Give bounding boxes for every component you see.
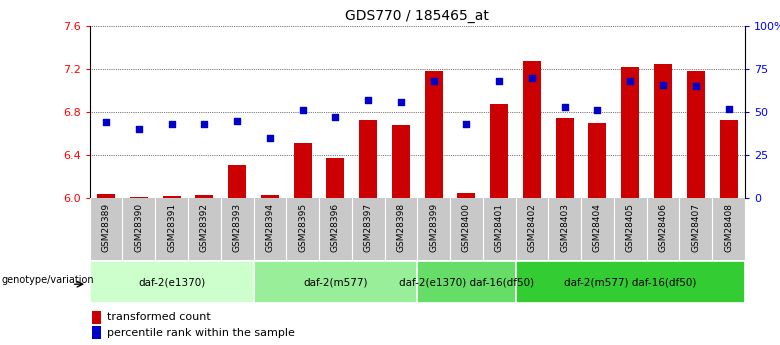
Bar bbox=[162, 196, 181, 198]
Text: GSM28389: GSM28389 bbox=[101, 203, 111, 253]
Bar bbox=[195, 195, 214, 198]
Point bbox=[460, 121, 473, 127]
Point bbox=[722, 106, 735, 111]
Point bbox=[100, 120, 112, 125]
Text: percentile rank within the sample: percentile rank within the sample bbox=[108, 328, 295, 337]
Point bbox=[427, 78, 440, 84]
Point bbox=[133, 127, 145, 132]
Text: GSM28397: GSM28397 bbox=[363, 203, 373, 253]
Bar bbox=[654, 63, 672, 198]
Point bbox=[198, 121, 211, 127]
Text: GSM28395: GSM28395 bbox=[298, 203, 307, 253]
Point bbox=[657, 82, 669, 87]
Bar bbox=[129, 197, 148, 198]
Text: GSM28396: GSM28396 bbox=[331, 203, 340, 253]
Point bbox=[231, 118, 243, 124]
Point bbox=[591, 108, 604, 113]
Point bbox=[395, 99, 407, 105]
Point bbox=[690, 83, 702, 89]
Bar bbox=[228, 165, 246, 198]
Text: daf-2(e1370): daf-2(e1370) bbox=[138, 277, 205, 287]
Bar bbox=[359, 120, 378, 198]
Point bbox=[526, 75, 538, 80]
Text: GSM28390: GSM28390 bbox=[134, 203, 144, 253]
Bar bbox=[457, 193, 476, 198]
Point bbox=[264, 135, 276, 141]
Text: GSM28399: GSM28399 bbox=[429, 203, 438, 253]
Text: GSM28400: GSM28400 bbox=[462, 203, 471, 252]
Bar bbox=[424, 71, 443, 198]
Bar bbox=[621, 67, 640, 198]
Bar bbox=[516, 262, 745, 303]
Point bbox=[362, 97, 374, 103]
Text: GSM28408: GSM28408 bbox=[724, 203, 733, 252]
Bar bbox=[97, 194, 115, 198]
Text: GSM28402: GSM28402 bbox=[527, 203, 537, 252]
Text: daf-2(e1370) daf-16(df50): daf-2(e1370) daf-16(df50) bbox=[399, 277, 534, 287]
Bar bbox=[92, 326, 101, 339]
Text: transformed count: transformed count bbox=[108, 313, 211, 322]
Point bbox=[558, 104, 571, 110]
Bar bbox=[686, 71, 705, 198]
Bar bbox=[719, 120, 738, 198]
Text: GSM28391: GSM28391 bbox=[167, 203, 176, 253]
Text: GSM28394: GSM28394 bbox=[265, 203, 275, 252]
Point bbox=[296, 108, 309, 113]
Text: GSM28406: GSM28406 bbox=[658, 203, 668, 252]
Text: GSM28392: GSM28392 bbox=[200, 203, 209, 252]
Text: genotype/variation: genotype/variation bbox=[2, 275, 94, 285]
Bar bbox=[254, 262, 417, 303]
Point bbox=[493, 78, 505, 84]
Text: GSM28405: GSM28405 bbox=[626, 203, 635, 252]
Text: GSM28398: GSM28398 bbox=[396, 203, 406, 253]
Bar bbox=[588, 123, 607, 198]
Text: daf-2(m577): daf-2(m577) bbox=[303, 277, 367, 287]
Text: daf-2(m577) daf-16(df50): daf-2(m577) daf-16(df50) bbox=[564, 277, 697, 287]
Bar bbox=[417, 262, 516, 303]
Title: GDS770 / 185465_at: GDS770 / 185465_at bbox=[346, 9, 489, 23]
Bar bbox=[392, 125, 410, 198]
Bar bbox=[523, 61, 541, 198]
Bar bbox=[293, 144, 312, 198]
Text: GSM28403: GSM28403 bbox=[560, 203, 569, 252]
Bar bbox=[261, 195, 279, 198]
Bar bbox=[92, 310, 101, 324]
Bar bbox=[555, 118, 574, 198]
Bar bbox=[326, 158, 345, 198]
Bar bbox=[490, 104, 509, 198]
Text: GSM28407: GSM28407 bbox=[691, 203, 700, 252]
Bar bbox=[90, 262, 254, 303]
Text: GSM28393: GSM28393 bbox=[232, 203, 242, 253]
Point bbox=[624, 78, 636, 84]
Text: GSM28401: GSM28401 bbox=[495, 203, 504, 252]
Point bbox=[329, 115, 342, 120]
Point bbox=[165, 121, 178, 127]
Text: GSM28404: GSM28404 bbox=[593, 203, 602, 252]
